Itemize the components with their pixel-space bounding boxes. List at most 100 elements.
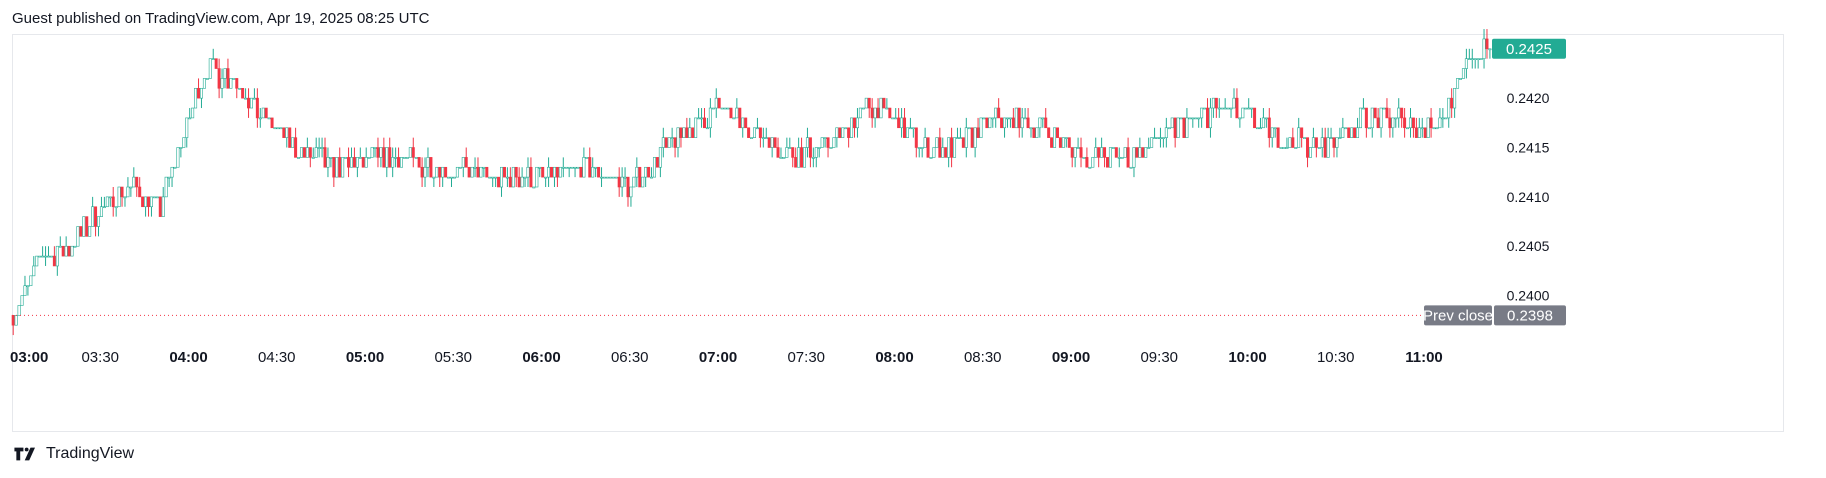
candle-body — [426, 157, 430, 168]
candle-body — [1356, 127, 1360, 138]
candle-body — [1053, 127, 1057, 148]
candle-body — [388, 147, 392, 168]
candle-body — [335, 157, 339, 178]
candle-body — [420, 166, 424, 178]
candle-body — [1003, 117, 1007, 129]
candle-body — [620, 176, 624, 188]
candle-body — [885, 107, 889, 110]
candle-body — [1270, 127, 1274, 138]
candle-body — [814, 147, 818, 158]
candle-body — [623, 176, 627, 179]
candle-body — [958, 137, 962, 139]
candle-body — [1020, 117, 1024, 129]
candle-body — [305, 147, 309, 158]
candle-body — [344, 157, 348, 159]
time-axis: 03:00 03:30 04:00 04:30 05:00 05:30 06:00 06:30… — [10, 349, 1443, 366]
candle-body — [1008, 117, 1012, 120]
candle-body — [376, 147, 380, 158]
candle-body — [1176, 117, 1180, 138]
candle-body — [58, 245, 62, 248]
candle-body — [758, 127, 762, 138]
candle-body — [1120, 157, 1124, 159]
candle-body — [967, 127, 971, 130]
candle-body — [1167, 127, 1171, 130]
candle-body — [632, 176, 636, 188]
candle-body — [108, 196, 112, 199]
candle-body — [1061, 137, 1065, 148]
candle-body — [179, 147, 183, 149]
candle-body — [405, 157, 409, 159]
candle-body — [1211, 97, 1215, 109]
candle-body — [1073, 147, 1077, 158]
candle-body — [273, 127, 277, 130]
candle-body — [853, 117, 857, 129]
candle-body — [738, 107, 742, 129]
candle-body — [1406, 127, 1410, 130]
candle-body — [1111, 147, 1115, 149]
candle-body — [985, 117, 989, 129]
candle-body — [491, 176, 495, 179]
candle-body — [1223, 107, 1227, 110]
candle-body — [38, 255, 42, 258]
candle-body — [276, 127, 280, 130]
candle-body — [1079, 147, 1083, 158]
candle-body — [1341, 127, 1345, 138]
candle-body — [1414, 127, 1418, 138]
candle-body — [920, 147, 924, 149]
candle-body — [500, 166, 504, 188]
candle-body — [617, 176, 621, 188]
candle-body — [647, 166, 651, 178]
candle-body — [823, 137, 827, 139]
candle-body — [411, 147, 415, 158]
candle-body — [199, 87, 203, 99]
x-tick-label: 04:00 — [169, 349, 207, 366]
candle-body — [1185, 117, 1189, 138]
candle-body — [1067, 137, 1071, 148]
candle-body — [803, 147, 807, 168]
candle-body — [17, 305, 21, 316]
candle-body — [676, 127, 680, 148]
candle-body — [1097, 147, 1101, 158]
candle-body — [1208, 107, 1212, 129]
candle-body — [526, 166, 530, 178]
candlestick-chart[interactable]: 0.2400 0.2405 0.2410 0.2415 0.2420 03:00 03:3… — [0, 0, 1826, 440]
candle-body — [829, 147, 833, 149]
candle-body — [597, 166, 601, 178]
footer-brand[interactable]: TradingView — [12, 445, 134, 463]
candle-body — [158, 196, 162, 217]
candle-body — [1317, 147, 1321, 149]
candle-body — [700, 117, 704, 120]
candle-body — [1164, 127, 1168, 138]
candle-body — [302, 147, 306, 158]
candle-body — [391, 157, 395, 168]
candle-body — [314, 147, 318, 158]
candle-body — [729, 107, 733, 119]
candle-body — [1347, 127, 1351, 138]
candle-body — [205, 78, 209, 80]
candle-body — [779, 157, 783, 159]
candle-body — [29, 275, 33, 287]
candle-body — [608, 176, 612, 179]
candle-body — [661, 137, 665, 148]
candle-body — [1250, 107, 1254, 110]
candle-body — [23, 285, 27, 296]
candle-body — [1029, 127, 1033, 130]
candle-body — [1403, 117, 1407, 129]
candle-body — [876, 107, 880, 119]
candle-body — [88, 226, 92, 237]
candle-body — [147, 196, 151, 208]
candle-body — [1088, 166, 1092, 169]
candle-body — [1400, 107, 1404, 119]
candle-body — [1291, 137, 1295, 148]
candle-body — [235, 78, 239, 89]
candle-body — [211, 58, 215, 60]
candle-body — [173, 166, 177, 169]
candle-body — [558, 166, 562, 178]
candle-body — [364, 157, 368, 168]
candle-body — [1032, 127, 1036, 138]
candle-body — [602, 176, 606, 179]
candle-body — [476, 166, 480, 178]
candle-body — [320, 147, 324, 149]
candle-body — [614, 176, 618, 179]
candle-body — [844, 127, 848, 130]
